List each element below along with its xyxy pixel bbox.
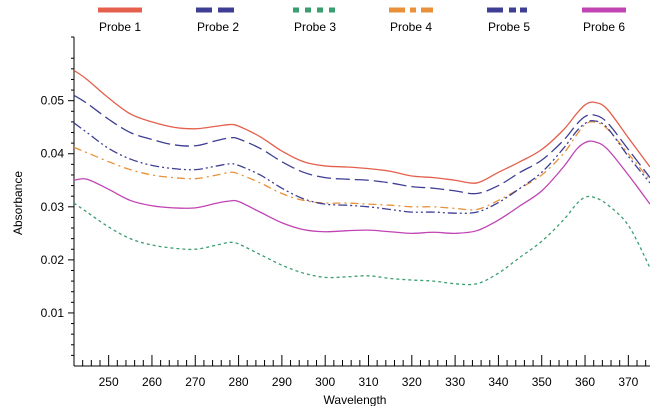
x-tick-label: 340: [488, 375, 508, 389]
legend-label: Probe 5: [488, 20, 530, 34]
x-tick-label: 270: [185, 375, 205, 389]
y-tick-label: 0.01: [41, 306, 65, 320]
x-tick-label: 330: [445, 375, 465, 389]
x-axis: 250 260 270 280 290 300 310 320 330 340 350 360 370: [73, 355, 650, 389]
legend-item-probe-3: Probe 3: [293, 7, 337, 34]
x-tick-label: 260: [142, 375, 162, 389]
series-line-probe-6: [74, 140, 650, 235]
series-line-probe-5: [74, 120, 650, 214]
legend-label: Probe 2: [197, 20, 239, 34]
x-tick-label: 360: [575, 375, 595, 389]
legend-item-probe-4: Probe 4: [389, 7, 433, 34]
legend-label: Probe 4: [390, 20, 432, 34]
x-tick-label: 280: [229, 375, 249, 389]
legend-label: Probe 3: [294, 20, 336, 34]
legend-item-probe-5: Probe 5: [487, 7, 531, 34]
legend-label: Probe 1: [99, 20, 141, 34]
y-tick-label: 0.03: [41, 200, 65, 214]
x-tick-label: 320: [402, 375, 422, 389]
x-tick-label: 250: [99, 375, 119, 389]
plot-area: [74, 69, 650, 286]
series-line-probe-4: [74, 121, 650, 211]
legend-item-probe-1: Probe 1: [98, 7, 142, 34]
y-tick-label: 0.05: [41, 94, 65, 108]
legend-item-probe-6: Probe 6: [582, 7, 626, 34]
y-axis: 0.01 0.02 0.03 0.04 0.05: [41, 36, 75, 366]
legend-label: Probe 6: [583, 20, 625, 34]
series-line-probe-1: [74, 69, 650, 184]
x-tick-label: 300: [315, 375, 335, 389]
x-tick-label: 350: [532, 375, 552, 389]
y-tick-label: 0.02: [41, 253, 65, 267]
series-line-probe-2: [74, 94, 650, 195]
x-tick-label: 290: [272, 375, 292, 389]
x-tick-label: 310: [358, 375, 378, 389]
y-axis-label: Absorbance: [11, 171, 25, 235]
legend-item-probe-2: Probe 2: [196, 7, 240, 34]
series-line-probe-3: [74, 195, 650, 286]
x-tick-label: 370: [618, 375, 638, 389]
y-tick-label: 0.04: [41, 147, 65, 161]
legend: Probe 1 Probe 2 Probe 3 Probe 4 Probe 5 Probe…: [98, 7, 626, 34]
x-axis-label: Wavelength: [324, 393, 387, 406]
